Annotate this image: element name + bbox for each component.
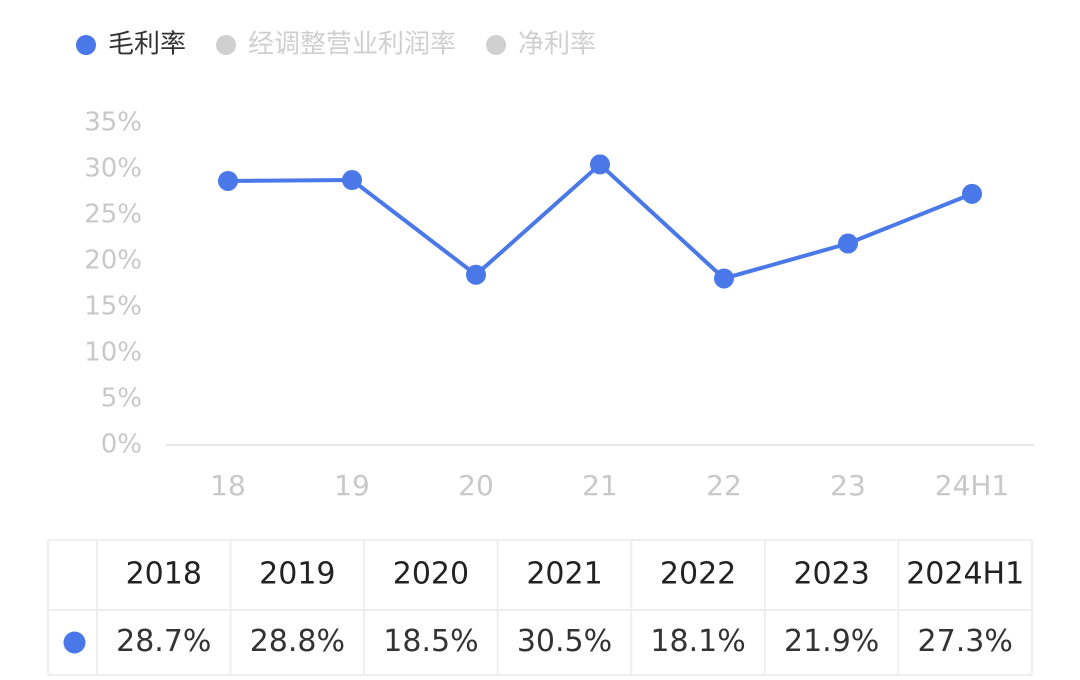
legend-label: 净利率 [518, 30, 596, 60]
table-header: 2022 [660, 557, 736, 592]
table-header: 2024H1 [906, 557, 1024, 592]
y-tick-label: 25% [84, 200, 142, 230]
x-tick-label: 21 [582, 469, 618, 502]
point [714, 268, 734, 289]
point [962, 183, 982, 204]
y-tick-label: 0% [101, 430, 142, 460]
table-header: 2021 [526, 557, 602, 592]
table-header: 2018 [126, 557, 202, 592]
y-tick-label: 15% [84, 292, 142, 322]
y-tick-label: 35% [84, 108, 142, 138]
point [218, 170, 238, 191]
legend-label: 毛利率 [108, 30, 186, 60]
table-header: 2020 [393, 557, 469, 592]
table-marker [63, 631, 86, 654]
line [227, 161, 973, 281]
y-tick-label: 5% [101, 384, 142, 414]
table-cell: 27.3% [918, 624, 1013, 659]
point [590, 154, 610, 175]
table-header: 2023 [793, 557, 869, 592]
y-tick-label: 30% [84, 154, 142, 184]
table-cell: 28.8% [250, 624, 345, 659]
legend-marker [216, 35, 237, 55]
table-cell: 30.5% [517, 624, 612, 659]
y-tick-label: 20% [84, 246, 142, 276]
legend-marker [76, 35, 96, 55]
legend-label: 经调整营业利润率 [248, 30, 456, 60]
x-tick-label: 23 [830, 469, 866, 502]
table-cell: 18.1% [650, 624, 745, 659]
point [838, 233, 858, 254]
x-tick-label: 24H1 [935, 469, 1010, 502]
table-cell: 18.5% [383, 624, 478, 659]
table-cell: 21.9% [784, 624, 879, 659]
x-tick-label: 18 [210, 469, 246, 502]
point [342, 170, 362, 191]
point [466, 264, 486, 285]
x-tick-label: 20 [458, 469, 494, 502]
table-header: 2019 [259, 557, 335, 592]
x-tick-label: 22 [706, 469, 742, 502]
legend-marker [486, 35, 507, 55]
table-cell: 28.7% [116, 624, 211, 659]
x-tick-label: 19 [334, 469, 370, 502]
y-tick-label: 10% [84, 338, 142, 368]
